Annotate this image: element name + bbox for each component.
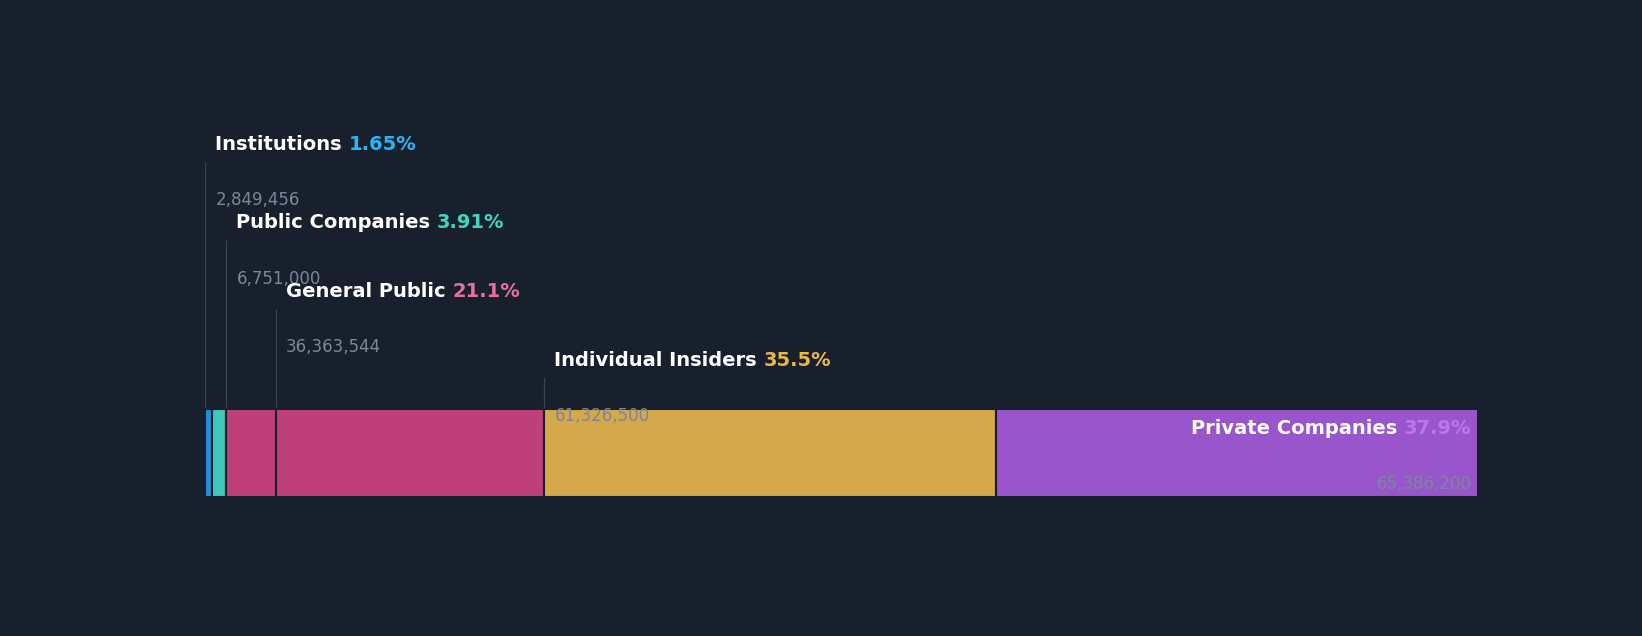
Text: General Public: General Public bbox=[286, 282, 453, 301]
Text: Individual Insiders: Individual Insiders bbox=[555, 350, 764, 370]
Text: 37.9%: 37.9% bbox=[1404, 419, 1471, 438]
Text: 6,751,000: 6,751,000 bbox=[236, 270, 320, 287]
Text: 36,363,544: 36,363,544 bbox=[286, 338, 381, 356]
Bar bbox=[227, 410, 276, 497]
Bar bbox=[995, 410, 1478, 497]
Text: 2,849,456: 2,849,456 bbox=[215, 191, 300, 209]
Text: 1.65%: 1.65% bbox=[348, 135, 417, 154]
Text: 3.91%: 3.91% bbox=[437, 214, 504, 232]
Bar bbox=[205, 410, 212, 497]
Text: 21.1%: 21.1% bbox=[453, 282, 521, 301]
Bar bbox=[212, 410, 227, 497]
Bar bbox=[276, 410, 544, 497]
Bar bbox=[544, 410, 995, 497]
Text: Public Companies: Public Companies bbox=[236, 214, 437, 232]
Text: Private Companies: Private Companies bbox=[1190, 419, 1404, 438]
Text: Institutions: Institutions bbox=[215, 135, 348, 154]
Text: 61,326,500: 61,326,500 bbox=[555, 407, 650, 425]
Text: 65,386,200: 65,386,200 bbox=[1376, 476, 1471, 494]
Text: 35.5%: 35.5% bbox=[764, 350, 831, 370]
